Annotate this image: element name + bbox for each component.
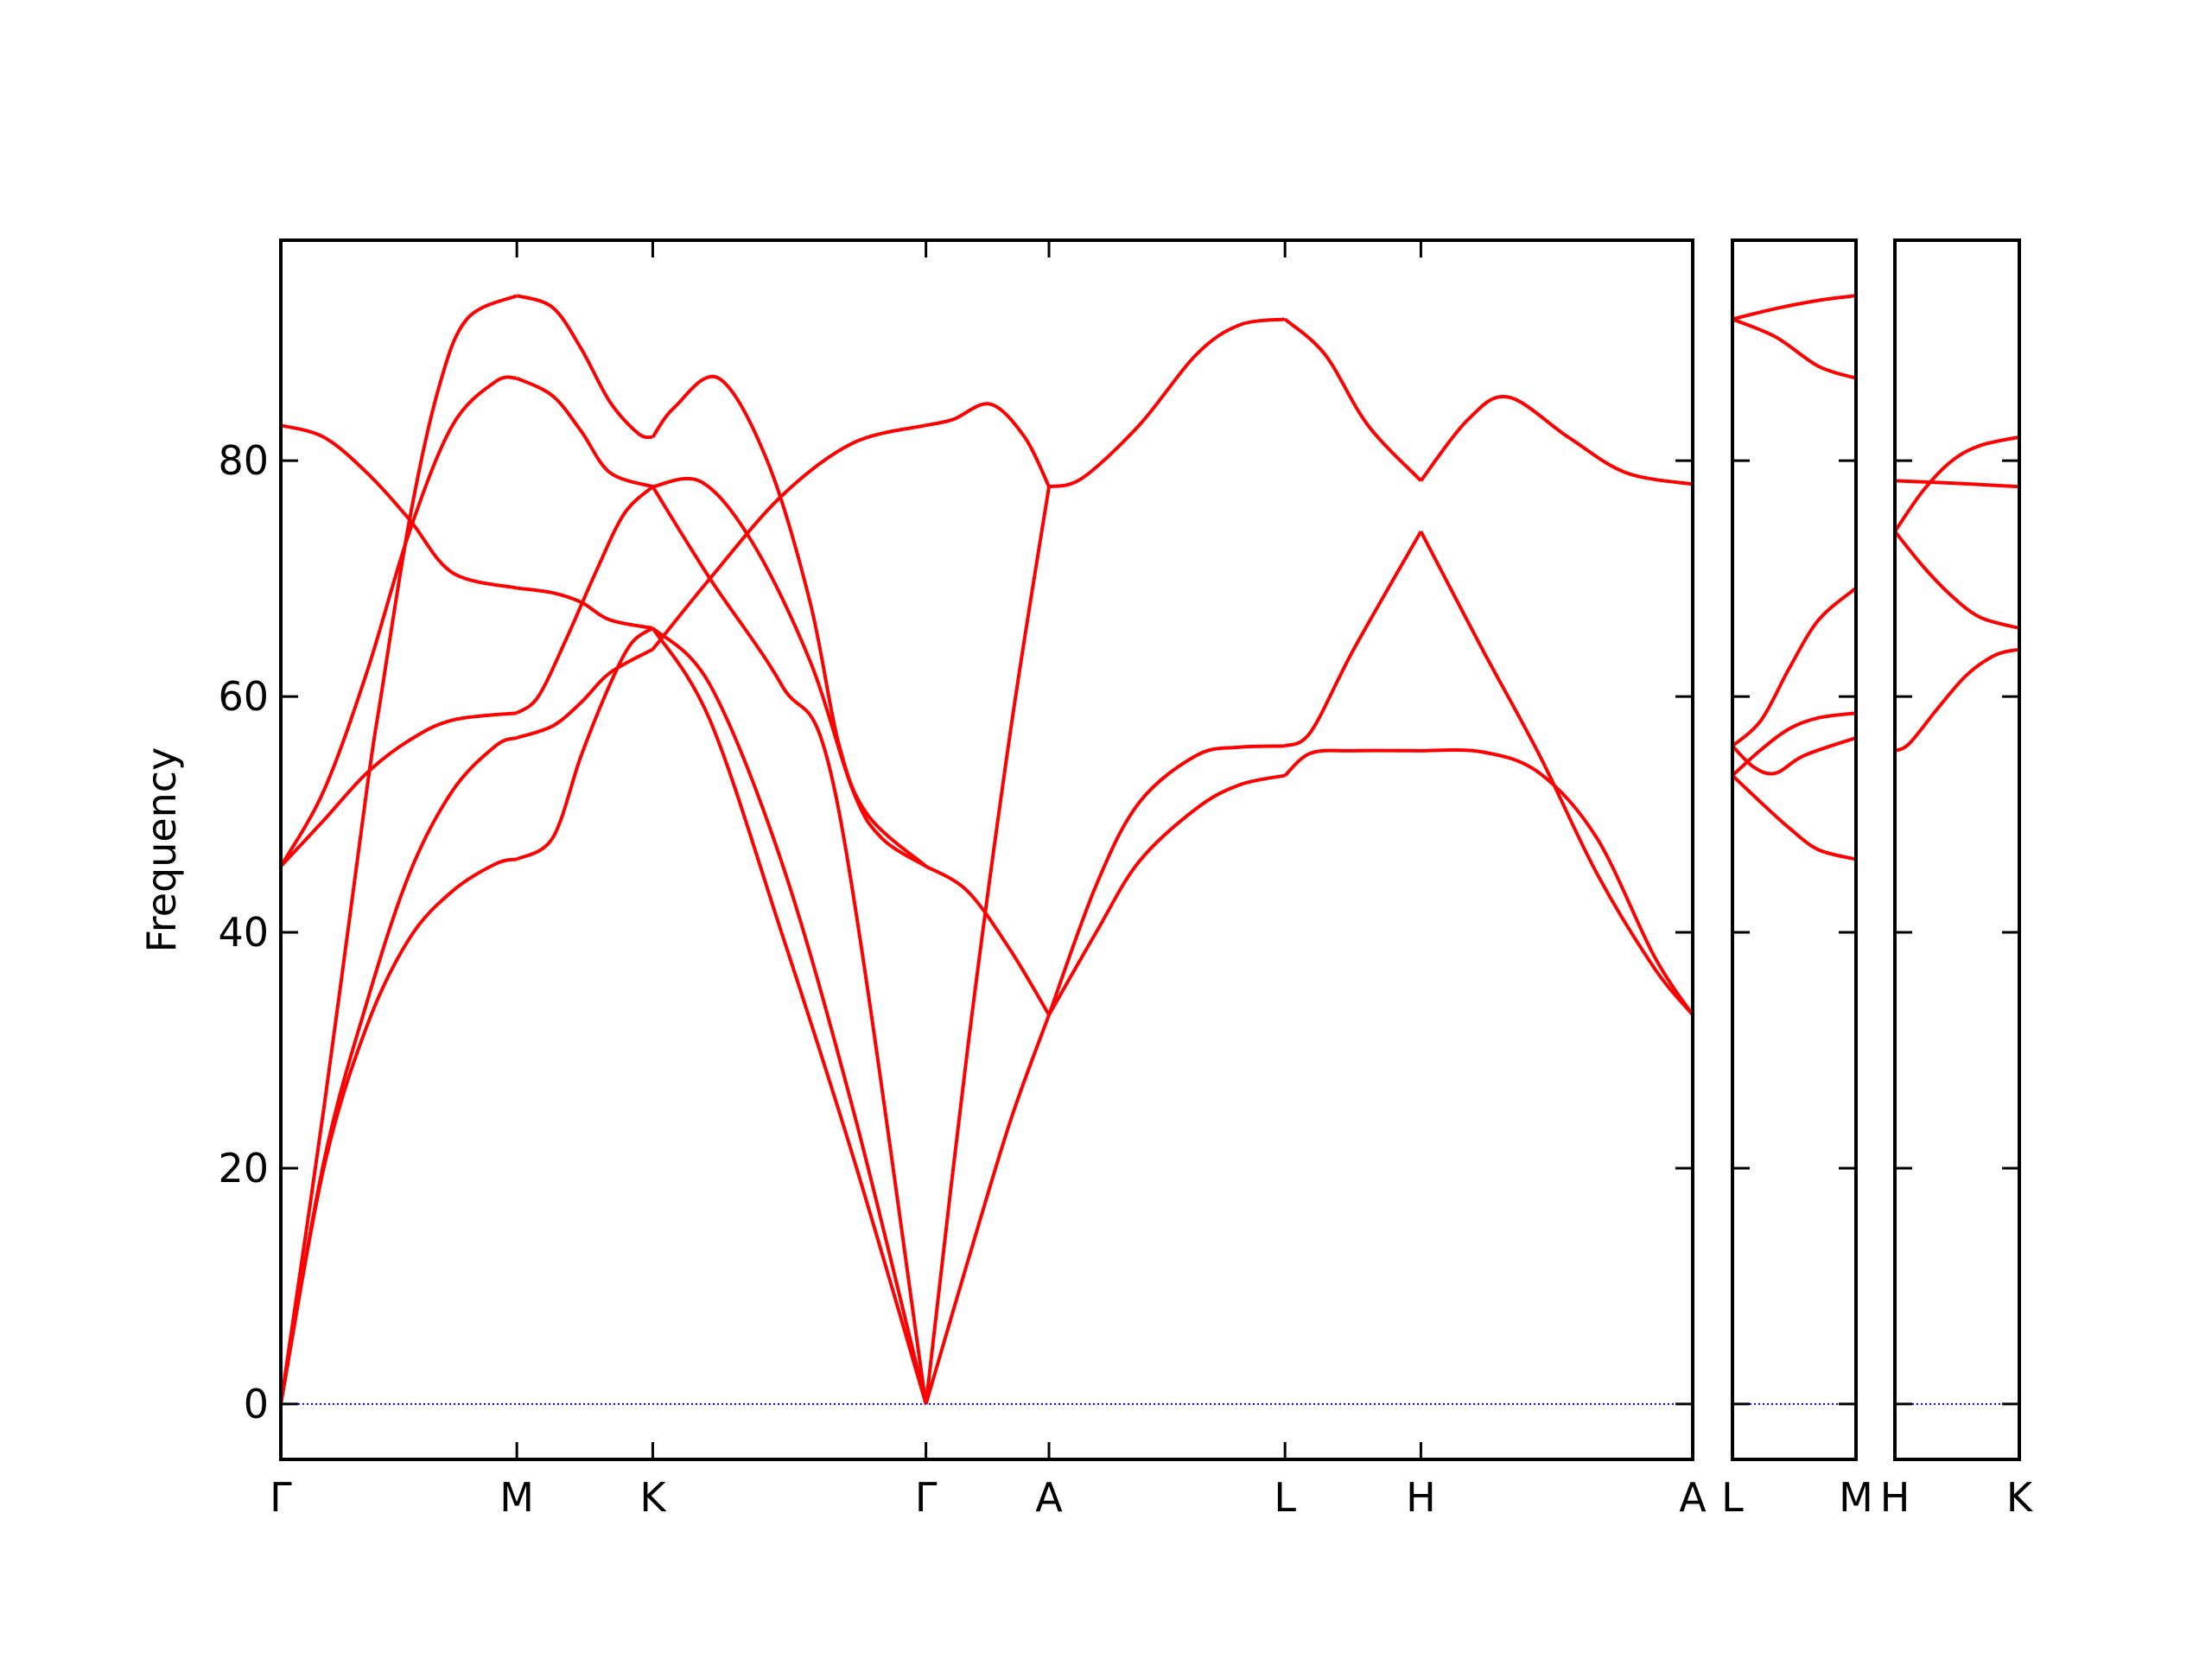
band-line bbox=[1048, 317, 1286, 489]
x-tick-label: Γ bbox=[270, 1474, 292, 1521]
band-line bbox=[1731, 711, 1857, 778]
x-tick-label: L bbox=[1274, 1474, 1296, 1521]
band-line bbox=[279, 711, 518, 868]
band-line bbox=[1284, 531, 1423, 748]
x-tick-label: Γ bbox=[915, 1474, 938, 1521]
band-line bbox=[925, 864, 1051, 1016]
band-line bbox=[1732, 317, 1857, 380]
x-tick-label: M bbox=[499, 1474, 534, 1521]
y-tick-label: 20 bbox=[218, 1145, 269, 1192]
band-line bbox=[516, 626, 654, 861]
y-tick-label: 60 bbox=[218, 673, 269, 720]
band-line bbox=[1731, 735, 1857, 776]
band-line bbox=[652, 626, 928, 1405]
band-line bbox=[279, 294, 518, 1405]
band-line bbox=[924, 1014, 1051, 1405]
band-line bbox=[279, 857, 518, 1405]
y-tick-label: 40 bbox=[218, 909, 269, 956]
band-line bbox=[1893, 435, 2020, 533]
band-line bbox=[1419, 394, 1694, 486]
band-line bbox=[1731, 587, 1858, 747]
x-tick-label: H bbox=[1406, 1474, 1436, 1521]
band-line bbox=[1047, 773, 1286, 1016]
plot-frame bbox=[279, 238, 1694, 1461]
band-line bbox=[1419, 531, 1694, 1016]
band-line bbox=[279, 375, 518, 868]
band-line bbox=[1894, 647, 2020, 753]
y-tick-label: 0 bbox=[244, 1381, 269, 1427]
band-line bbox=[516, 586, 653, 630]
x-tick-label: L bbox=[1721, 1474, 1744, 1521]
band-line bbox=[924, 486, 1051, 1405]
x-tick-label: K bbox=[639, 1474, 667, 1521]
band-line bbox=[1893, 530, 2020, 630]
band-line bbox=[1731, 774, 1857, 861]
band-line bbox=[279, 735, 518, 1405]
plot-frame bbox=[1893, 238, 2021, 1461]
band-line bbox=[1421, 747, 1694, 1016]
x-tick-label: K bbox=[2006, 1474, 2034, 1521]
band-line bbox=[651, 486, 928, 1405]
band-line bbox=[516, 294, 653, 440]
band-line bbox=[651, 374, 927, 868]
x-tick-label: H bbox=[1880, 1474, 1910, 1521]
y-axis-label: Frequency bbox=[138, 747, 185, 953]
band-line bbox=[652, 476, 927, 868]
band-line bbox=[651, 626, 928, 1405]
band-line bbox=[516, 376, 654, 489]
band-line bbox=[925, 402, 1051, 488]
band-line bbox=[515, 485, 654, 715]
x-tick-label: A bbox=[1035, 1474, 1063, 1521]
band-line bbox=[1732, 294, 1857, 321]
band-line bbox=[1283, 317, 1422, 482]
band-line bbox=[1047, 744, 1286, 1016]
band-line bbox=[1283, 748, 1421, 778]
x-tick-label: A bbox=[1679, 1474, 1707, 1521]
x-tick-label: M bbox=[1839, 1474, 1873, 1521]
band-line bbox=[516, 647, 654, 740]
band-line bbox=[1894, 479, 2020, 489]
plot-frame bbox=[1731, 238, 1858, 1461]
band-line bbox=[280, 423, 518, 590]
y-tick-label: 80 bbox=[218, 437, 269, 484]
